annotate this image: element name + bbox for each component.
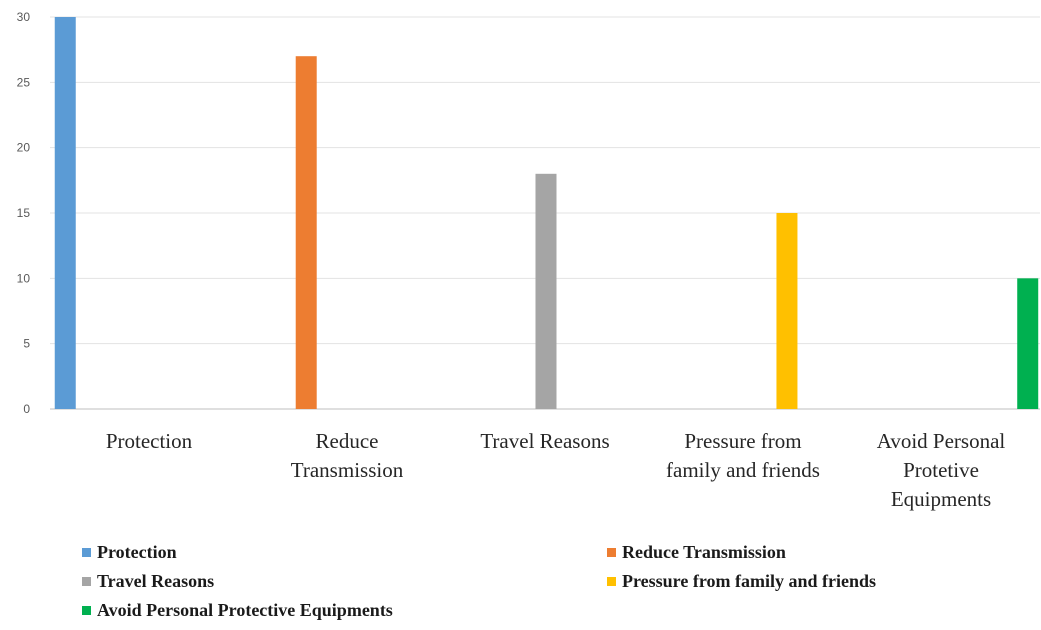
bars xyxy=(54,17,1039,409)
legend: Protection Reduce Transmission Travel Reas… xyxy=(82,542,876,620)
legend-swatch xyxy=(82,577,91,586)
x-tick-label-line: Pressure from xyxy=(684,429,801,453)
legend-label: Pressure from family and friends xyxy=(622,571,876,591)
y-tick-label: 30 xyxy=(17,10,31,24)
y-tick-label: 5 xyxy=(23,337,30,351)
x-axis-ticks: Protection Reduce Transmission Travel Reaso… xyxy=(106,429,1006,511)
bar-reduce-transmission xyxy=(295,56,317,409)
legend-label: Reduce Transmission xyxy=(622,542,786,562)
x-tick-label: Reduce Transmission xyxy=(291,429,404,482)
legend-label: Protection xyxy=(97,542,177,562)
y-axis-ticks: 0 5 10 15 20 25 30 xyxy=(17,10,31,416)
legend-swatch xyxy=(607,548,616,557)
x-tick-label: Pressure from family and friends xyxy=(666,429,820,482)
x-tick-label-line: Protection xyxy=(106,429,193,453)
legend-label: Avoid Personal Protective Equipments xyxy=(97,600,393,620)
y-tick-label: 25 xyxy=(17,75,31,89)
x-tick-label-line: Protetive xyxy=(903,458,979,482)
x-tick-label-line: Transmission xyxy=(291,458,404,482)
x-tick-label-line: Equipments xyxy=(891,487,991,511)
y-tick-label: 15 xyxy=(17,206,31,220)
bar-avoid-personal-protective-equipments xyxy=(1017,278,1039,409)
legend-swatch xyxy=(607,577,616,586)
legend-swatch xyxy=(82,548,91,557)
legend-swatch xyxy=(82,606,91,615)
x-tick-label-line: Avoid Personal xyxy=(877,429,1006,453)
x-tick-label-line: Travel Reasons xyxy=(480,429,609,453)
bar-pressure-from-family-and-friends xyxy=(776,213,798,409)
bar-protection xyxy=(54,17,76,409)
y-tick-label: 20 xyxy=(17,141,31,155)
legend-label: Travel Reasons xyxy=(97,571,214,591)
bar-travel-reasons xyxy=(535,173,557,409)
x-tick-label-line: family and friends xyxy=(666,458,820,482)
x-tick-label-line: Reduce xyxy=(316,429,379,453)
x-tick-label: Protection xyxy=(106,429,193,453)
y-tick-label: 0 xyxy=(23,402,30,416)
y-tick-label: 10 xyxy=(17,271,31,285)
x-tick-label: Avoid Personal Protetive Equipments xyxy=(877,429,1006,511)
x-tick-label: Travel Reasons xyxy=(480,429,609,453)
